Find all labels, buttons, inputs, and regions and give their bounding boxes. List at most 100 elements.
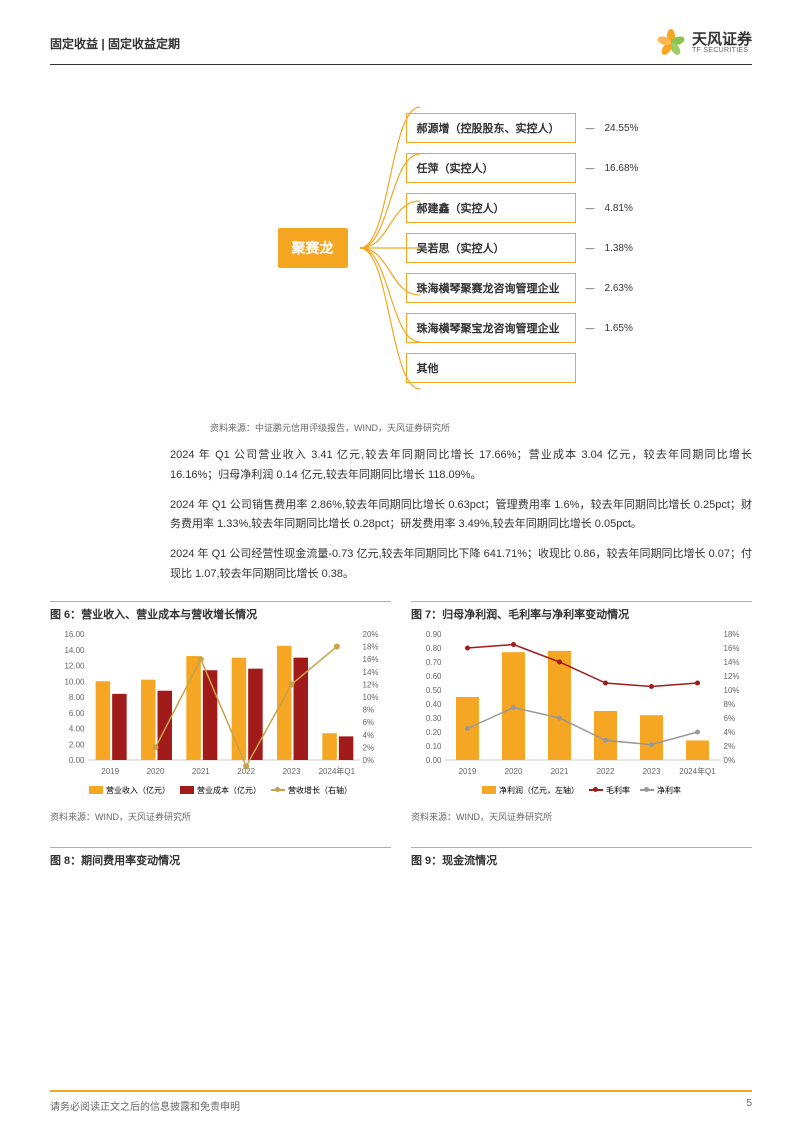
org-dash: ― <box>586 123 595 133</box>
org-dash: ― <box>586 163 595 173</box>
paragraph-2: 2024 年 Q1 公司销售费用率 2.86%,较去年同期同比增长 0.63pc… <box>170 496 752 536</box>
svg-text:18%: 18% <box>363 642 379 651</box>
org-dash: ― <box>586 243 595 253</box>
svg-text:10%: 10% <box>724 686 740 695</box>
org-connector-lines <box>360 83 430 413</box>
logo-en: TF SECURITIES <box>692 47 752 54</box>
svg-text:4%: 4% <box>724 728 736 737</box>
legend-rev: 营业收入（亿元） <box>106 785 170 796</box>
svg-text:16.00: 16.00 <box>64 630 85 639</box>
chart-7: 图 7：归母净利润、毛利率与净利率变动情况 0.000.100.200.300.… <box>411 601 752 823</box>
svg-text:14%: 14% <box>724 658 740 667</box>
legend-np: 净利润（亿元，左轴） <box>499 785 579 796</box>
svg-text:10.00: 10.00 <box>64 677 85 686</box>
chart-8: 图 8：期间费用率变动情况 <box>50 847 391 874</box>
svg-text:2019: 2019 <box>459 767 477 776</box>
org-branch-row: 任萍（实控人）―16.68% <box>406 153 645 183</box>
org-pct: 1.38% <box>605 243 645 254</box>
chart-6-legend: 营业收入（亿元） 营业成本（亿元） 营收增长（右轴） <box>50 785 391 796</box>
svg-text:4.00: 4.00 <box>69 724 85 733</box>
chart-7-title: 图 7：归母净利润、毛利率与净利率变动情况 <box>411 601 752 622</box>
page-header: 固定收益 | 固定收益定期 天风证券 TF SECURITIES <box>50 28 752 65</box>
chart-6: 图 6：营业收入、营业成本与营收增长情况 0.00 2.00 4.00 6.00 8.0… <box>50 601 391 823</box>
svg-text:2024年Q1: 2024年Q1 <box>319 766 356 776</box>
chart-9-title: 图 9：现金流情况 <box>411 847 752 868</box>
svg-text:0.10: 0.10 <box>426 742 442 751</box>
svg-text:16%: 16% <box>724 644 740 653</box>
paragraph-3: 2024 年 Q1 公司经营性现金流量-0.73 亿元,较去年同期同比下降 64… <box>170 545 752 585</box>
svg-text:16%: 16% <box>363 655 379 664</box>
svg-text:0.00: 0.00 <box>426 756 442 765</box>
paragraph-1: 2024 年 Q1 公司营业收入 3.41 亿元,较去年同期同比增长 17.66… <box>170 446 752 486</box>
chart-8-title: 图 8：期间费用率变动情况 <box>50 847 391 868</box>
org-node: 珠海横琴聚赛龙咨询管理企业 <box>406 273 576 303</box>
svg-text:20%: 20% <box>363 630 379 639</box>
org-branch-row: 珠海横琴聚赛龙咨询管理企业―2.63% <box>406 273 645 303</box>
org-node: 任萍（实控人） <box>406 153 576 183</box>
svg-text:18%: 18% <box>724 630 740 639</box>
svg-text:6.00: 6.00 <box>69 709 85 718</box>
svg-text:0.90: 0.90 <box>426 630 442 639</box>
org-dash: ― <box>586 283 595 293</box>
org-branch-row: 吴若思（实控人） ― 1.38% <box>406 233 645 263</box>
chart-7-legend: 净利润（亿元，左轴） 毛利率 净利率 <box>411 785 752 796</box>
chart-6-source: 资料来源：WIND，天风证券研究所 <box>50 810 391 823</box>
footer-page-number: 5 <box>746 1098 752 1113</box>
svg-text:2023: 2023 <box>283 767 301 776</box>
org-node: 吴若思（实控人） <box>406 233 576 263</box>
header-category: 固定收益 | 固定收益定期 <box>50 35 180 52</box>
chart-6-title: 图 6：营业收入、营业成本与营收增长情况 <box>50 601 391 622</box>
svg-text:0.70: 0.70 <box>426 658 442 667</box>
org-node: 其他 <box>406 353 576 383</box>
svg-text:0%: 0% <box>724 756 736 765</box>
svg-text:2020: 2020 <box>505 767 523 776</box>
org-node: 郝建鑫（实控人） <box>406 193 576 223</box>
footer-disclaimer: 请务必阅读正文之后的信息披露和免责申明 <box>50 1098 240 1113</box>
svg-text:2.00: 2.00 <box>69 740 85 749</box>
svg-text:2%: 2% <box>724 742 736 751</box>
svg-text:8.00: 8.00 <box>69 693 85 702</box>
svg-text:0.20: 0.20 <box>426 728 442 737</box>
org-pct: 1.65% <box>605 323 645 334</box>
org-node: 郝源增（控股股东、实控人） <box>406 113 576 143</box>
svg-text:0%: 0% <box>363 756 375 765</box>
svg-text:2022: 2022 <box>597 767 615 776</box>
legend-gross: 毛利率 <box>606 785 630 796</box>
svg-text:0.30: 0.30 <box>426 714 442 723</box>
org-pct: 4.81% <box>605 203 645 214</box>
page-footer: 请务必阅读正文之后的信息披露和免责申明 5 <box>50 1090 752 1113</box>
legend-net: 净利率 <box>657 785 681 796</box>
org-branch-row: 郝源增（控股股东、实控人） ― 24.55% <box>406 113 645 143</box>
svg-text:2%: 2% <box>363 743 375 752</box>
tf-logo-icon <box>656 28 686 58</box>
org-branch-row: 珠海横琴聚宝龙咨询管理企业 ― 1.65% <box>406 313 645 343</box>
org-dash: ― <box>586 203 595 213</box>
chart-6-svg: 0.002.004.006.008.0010.0012.0014.0016.00… <box>50 628 391 778</box>
svg-text:6%: 6% <box>363 718 375 727</box>
svg-text:0.80: 0.80 <box>426 644 442 653</box>
svg-text:0.40: 0.40 <box>426 700 442 709</box>
org-branch-row: 其他 <box>406 353 645 383</box>
svg-text:2024年Q1: 2024年Q1 <box>679 766 716 776</box>
svg-text:2023: 2023 <box>643 767 661 776</box>
svg-text:0.60: 0.60 <box>426 672 442 681</box>
org-dash: ― <box>586 323 595 333</box>
svg-text:8%: 8% <box>724 700 736 709</box>
svg-text:0.00: 0.00 <box>69 756 85 765</box>
svg-text:12.00: 12.00 <box>64 661 85 670</box>
org-chart: 聚赛龙 郝源增（控股股东、实控人）―24.55%任萍（实控人）―16.68%郝建… <box>170 83 752 413</box>
svg-text:4%: 4% <box>363 731 375 740</box>
chart-7-svg: 0.00 0.10 0.20 0.30 0.40 0.50 0.60 0.70 0.80 0.90… <box>411 628 752 778</box>
svg-text:2020: 2020 <box>147 767 165 776</box>
svg-text:2021: 2021 <box>192 767 210 776</box>
chart-9: 图 9：现金流情况 <box>411 847 752 874</box>
svg-text:10%: 10% <box>363 693 379 702</box>
chart-7-source: 资料来源：WIND，天风证券研究所 <box>411 810 752 823</box>
org-pct: 24.55% <box>605 123 645 134</box>
svg-text:12%: 12% <box>363 680 379 689</box>
org-node: 珠海横琴聚宝龙咨询管理企业 <box>406 313 576 343</box>
svg-text:0.50: 0.50 <box>426 686 442 695</box>
org-source: 资料来源：中证鹏元信用评级报告，WIND，天风证券研究所 <box>210 421 752 434</box>
org-branch-row: 郝建鑫（实控人） ― 4.81% <box>406 193 645 223</box>
logo: 天风证券 TF SECURITIES <box>656 28 752 58</box>
